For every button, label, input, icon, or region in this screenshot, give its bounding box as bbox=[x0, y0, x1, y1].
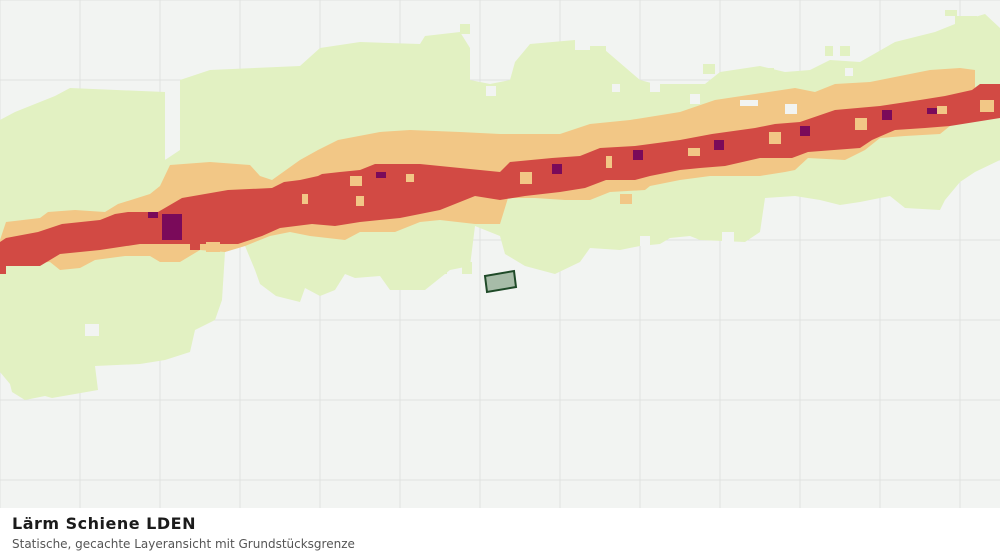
noise-zone-peak bbox=[148, 108, 937, 240]
noise-zone-high bbox=[0, 84, 1000, 274]
noise-zone-spots bbox=[85, 68, 994, 336]
parcel-boundary[interactable] bbox=[483, 269, 518, 294]
map-view[interactable] bbox=[0, 0, 1000, 508]
map-caption: Lärm Schiene LDEN Statische, gecachte La… bbox=[0, 508, 1000, 560]
layer-subtitle: Statische, gecachte Layeransicht mit Gru… bbox=[12, 537, 355, 551]
layer-title: Lärm Schiene LDEN bbox=[12, 514, 196, 533]
noise-map-canvas[interactable] bbox=[0, 0, 1000, 508]
